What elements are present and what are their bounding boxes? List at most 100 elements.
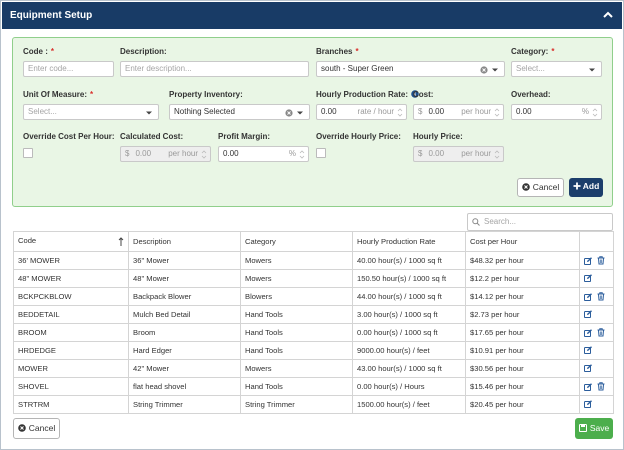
table-cell: Mulch Bed Detail bbox=[128, 305, 241, 324]
table-cell: Backpack Blower bbox=[128, 287, 241, 306]
spinner[interactable] bbox=[397, 108, 403, 117]
delete-icon[interactable] bbox=[597, 291, 605, 301]
spinner[interactable] bbox=[494, 108, 500, 117]
table-row: SHOVEL flat head shovel Hand Tools 0.00 hou… bbox=[13, 377, 614, 396]
text-input[interactable]: $0.00 per hour bbox=[120, 146, 211, 162]
delete-icon[interactable] bbox=[597, 255, 605, 265]
field-label: Property Inventory: bbox=[169, 90, 243, 99]
table-cell: Hand Tools bbox=[240, 305, 353, 324]
edit-icon[interactable] bbox=[584, 310, 592, 318]
field-label: Cost: bbox=[413, 90, 433, 99]
table-cell: BCKPCKBLOW bbox=[13, 287, 129, 306]
equipment-table: Code Description Category Hourly Production… bbox=[13, 231, 614, 414]
field-label: Profit Margin: bbox=[218, 132, 270, 141]
text-input[interactable]: $0.00 per hour bbox=[413, 104, 504, 120]
required-mark: * bbox=[90, 90, 94, 99]
edit-icon[interactable] bbox=[584, 346, 592, 354]
checkbox[interactable] bbox=[23, 148, 33, 158]
table-cell: Mowers bbox=[240, 251, 353, 270]
table-cell: 43.00 hour(s) / 1000 sq ft bbox=[352, 359, 466, 378]
dropdown-caret[interactable] bbox=[588, 67, 596, 73]
spinner[interactable] bbox=[201, 150, 207, 159]
text-input[interactable]: $0.00 per hour bbox=[413, 146, 504, 162]
sort-icon bbox=[118, 237, 124, 246]
field-label: Overhead: bbox=[511, 90, 551, 99]
edit-icon[interactable] bbox=[584, 382, 592, 391]
table-cell: 48" MOWER bbox=[13, 269, 129, 288]
text-input[interactable]: 0.00% bbox=[511, 104, 602, 120]
input-placeholder: Select... bbox=[28, 107, 57, 116]
footer-cancel-button[interactable]: Cancel bbox=[13, 418, 60, 439]
table-cell: 36' MOWER bbox=[13, 251, 129, 270]
edit-icon[interactable] bbox=[584, 292, 592, 301]
text-input[interactable]: 0.00% bbox=[218, 146, 309, 162]
spinner[interactable] bbox=[299, 150, 305, 159]
table-row: HRDEDGE Hard Edger Hand Tools 9000.00 hour(… bbox=[13, 341, 614, 360]
edit-icon[interactable] bbox=[584, 400, 592, 408]
add-button[interactable]: Add bbox=[569, 178, 603, 197]
table-wrap: Code Description Category Hourly Production… bbox=[13, 231, 614, 414]
select-input[interactable]: south - Super Green bbox=[316, 61, 505, 77]
select-input[interactable]: Select... bbox=[23, 104, 159, 120]
header-bar: Equipment Setup bbox=[2, 2, 622, 29]
input-suffix: % bbox=[581, 107, 589, 116]
text-input[interactable]: Enter description... bbox=[120, 61, 309, 77]
collapse-toggle[interactable] bbox=[603, 11, 613, 19]
field-label: Override Cost Per Hour: bbox=[23, 132, 115, 141]
table-row: 48" MOWER 48" Mower Mowers 150.50 hour(s) /… bbox=[13, 269, 614, 288]
field-label: Unit Of Measure: * bbox=[23, 90, 93, 99]
clear-button[interactable] bbox=[285, 108, 293, 117]
select-input[interactable]: Select... bbox=[511, 61, 602, 77]
edit-icon[interactable] bbox=[584, 364, 592, 372]
required-mark: * bbox=[355, 47, 359, 56]
table-cell: $15.46 per hour bbox=[465, 377, 580, 396]
table-cell: 9000.00 hour(s) / feet bbox=[352, 341, 466, 360]
text-input[interactable]: Enter code... bbox=[23, 61, 114, 77]
table-cell: $10.91 per hour bbox=[465, 341, 580, 360]
table-cell: $2.73 per hour bbox=[465, 305, 580, 324]
select-input[interactable]: Nothing Selected bbox=[169, 104, 310, 120]
table-cell: Hand Tools bbox=[240, 323, 353, 342]
field-label-text: Override Hourly Price: bbox=[316, 132, 401, 141]
cancel-icon bbox=[521, 183, 530, 191]
header-title: Equipment Setup bbox=[10, 10, 93, 21]
table-row: 36' MOWER 36" Mower Mowers 40.00 hour(s) / … bbox=[13, 251, 614, 270]
field-label-text: Calculated Cost: bbox=[120, 132, 184, 141]
field-label-text: Hourly Price: bbox=[413, 132, 463, 141]
checkbox[interactable] bbox=[316, 148, 326, 158]
table-header-row: Code Description Category Hourly Production… bbox=[13, 231, 614, 252]
input-placeholder: Enter code... bbox=[28, 64, 74, 73]
dropdown-caret[interactable] bbox=[296, 110, 304, 116]
table-cell: String Trimmer bbox=[128, 395, 241, 414]
delete-icon[interactable] bbox=[597, 327, 605, 337]
search-input[interactable]: Search... bbox=[467, 213, 613, 231]
dropdown-caret[interactable] bbox=[491, 67, 499, 73]
table-cell: STRTRM bbox=[13, 395, 129, 414]
table-cell: Blowers bbox=[240, 287, 353, 306]
table-cell: $48.32 per hour bbox=[465, 251, 580, 270]
edit-icon[interactable] bbox=[584, 256, 592, 265]
button-text: Cancel bbox=[532, 182, 560, 192]
edit-icon[interactable] bbox=[584, 328, 592, 337]
text-input[interactable]: 0.00 rate / hour bbox=[316, 104, 407, 120]
table-row: BCKPCKBLOW Backpack Blower Blowers 44.00 ho… bbox=[13, 287, 614, 306]
required-mark: * bbox=[551, 47, 555, 56]
save-button[interactable]: Save bbox=[575, 418, 613, 439]
clear-button[interactable] bbox=[480, 65, 488, 74]
input-value: 0.00 bbox=[135, 149, 152, 158]
table-cell: SHOVEL bbox=[13, 377, 129, 396]
dropdown-caret[interactable] bbox=[145, 110, 153, 116]
delete-icon[interactable] bbox=[597, 381, 605, 391]
table-cell: 40.00 hour(s) / 1000 sq ft bbox=[352, 251, 466, 270]
column-header[interactable]: Code bbox=[13, 231, 129, 252]
input-value: 0.00 bbox=[321, 107, 337, 116]
spinner[interactable] bbox=[592, 108, 598, 117]
actions-cell bbox=[579, 323, 614, 342]
table-cell: $17.65 per hour bbox=[465, 323, 580, 342]
button-text: Cancel bbox=[28, 423, 56, 433]
cancel-button[interactable]: Cancel bbox=[517, 178, 564, 197]
info-icon[interactable] bbox=[411, 90, 419, 98]
edit-icon[interactable] bbox=[584, 274, 592, 282]
spinner[interactable] bbox=[494, 150, 500, 159]
field-label: Branches * bbox=[316, 47, 359, 56]
